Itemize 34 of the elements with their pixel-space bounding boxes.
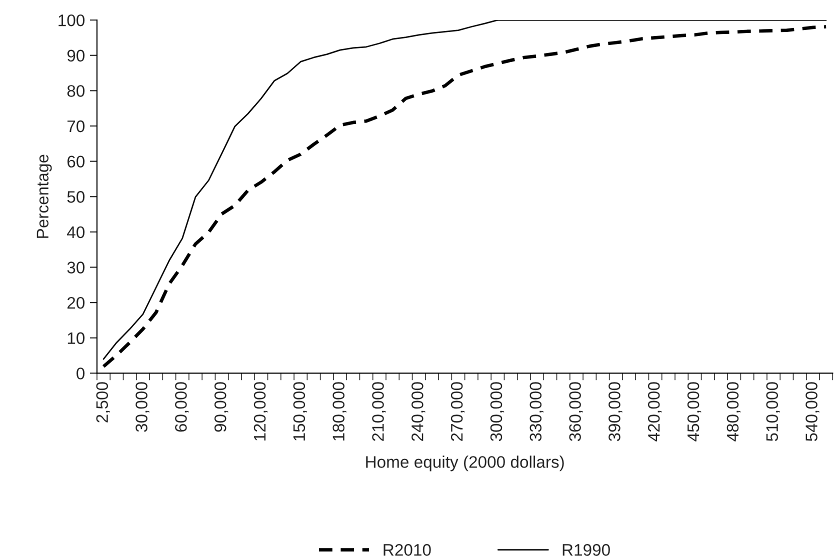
y-tick-label: 70 [67, 120, 85, 132]
legend-label: R1990 [562, 544, 610, 556]
x-tick-label: 150,000 [293, 382, 308, 440]
x-tick-label: 480,000 [726, 382, 741, 442]
x-tick-label: 60,000 [175, 382, 189, 432]
x-tick-label: 90,000 [214, 382, 228, 432]
x-tick-label: 240,000 [412, 382, 426, 441]
x-tick-label: 30,000 [136, 382, 150, 432]
y-tick-label: 60 [67, 156, 85, 168]
x-tick-label: 120,000 [254, 382, 268, 440]
y-tick-label: 100 [58, 14, 85, 26]
y-tick-label: 80 [67, 85, 85, 97]
x-tick-label: 540,000 [806, 382, 820, 442]
x-tick-label: 270,000 [450, 382, 465, 441]
x-tick-label: 180,000 [332, 382, 346, 440]
y-tick-label: 90 [67, 50, 85, 62]
x-tick-label: 300,000 [490, 382, 504, 442]
y-tick-label: 30 [67, 262, 85, 274]
x-tick-label: 330,000 [530, 382, 544, 442]
x-tick-label: 210,000 [372, 382, 386, 441]
y-tick-label: 50 [67, 191, 85, 203]
y-tick-label: 40 [67, 226, 85, 238]
x-tick-label: 420,000 [648, 382, 662, 442]
x-tick-label: 360,000 [569, 382, 583, 442]
y-tick-label: 20 [67, 296, 85, 309]
x-tick-label: 2,500 [96, 382, 110, 422]
x-axis-title: Home equity (2000 dollars) [366, 456, 564, 472]
y-axis-title: Percentage [36, 154, 52, 238]
x-tick-label: 390,000 [608, 382, 622, 442]
legend-label: R2010 [384, 544, 431, 556]
x-tick-label: 510,000 [766, 382, 780, 442]
y-tick-label: 0 [76, 368, 85, 380]
y-tick-label: 10 [68, 332, 85, 344]
x-tick-label: 450,000 [687, 382, 702, 442]
